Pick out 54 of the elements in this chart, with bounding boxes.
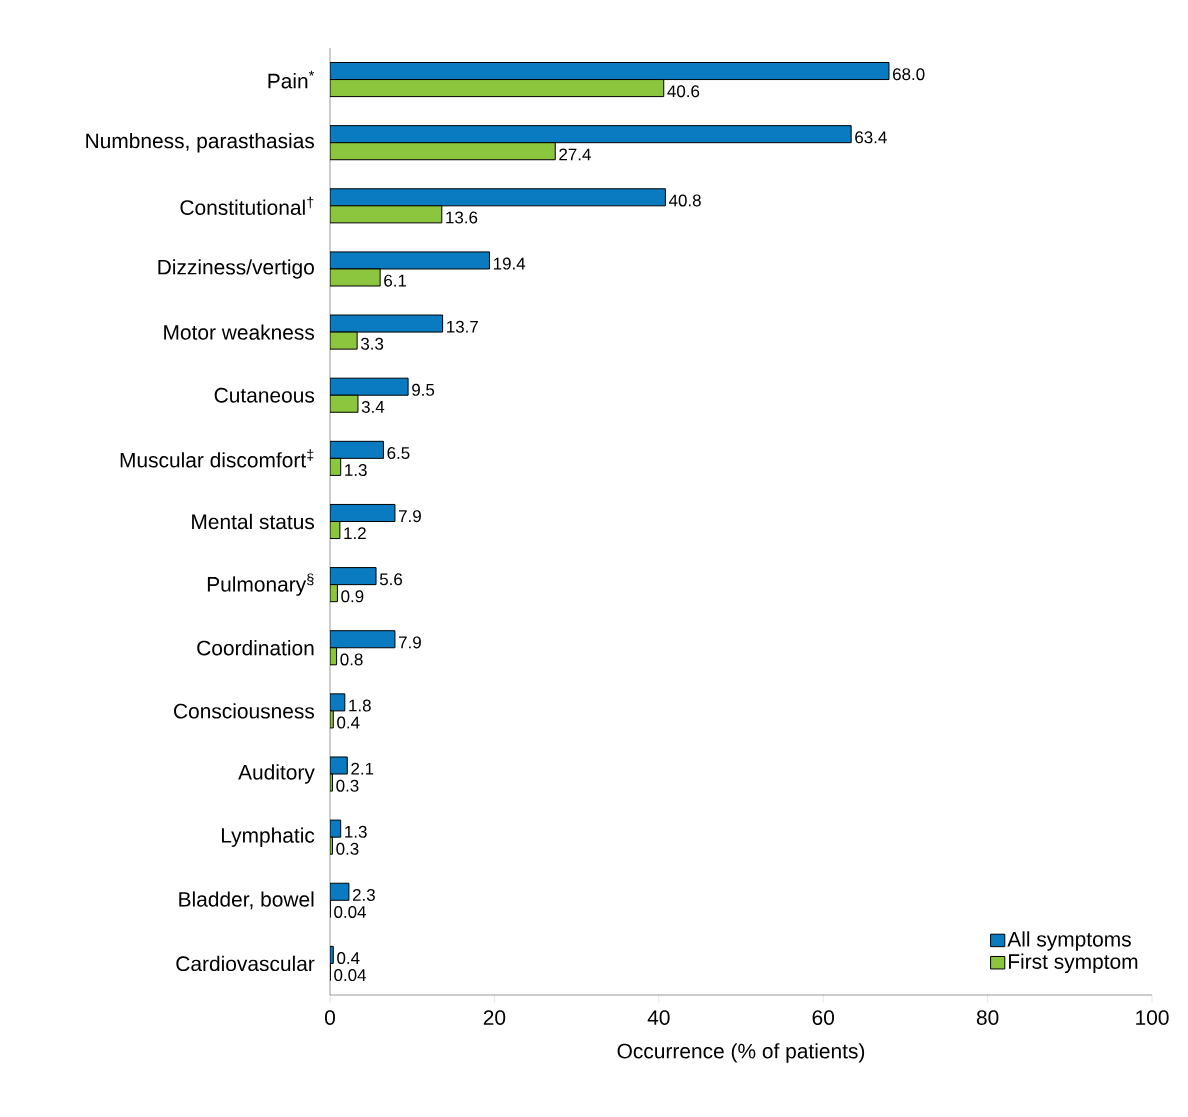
data-label: 63.4 bbox=[855, 131, 887, 144]
legend-label: All symptoms bbox=[1007, 931, 1131, 951]
data-label: 1.3 bbox=[345, 825, 367, 838]
data-label: 0.9 bbox=[341, 590, 364, 603]
data-label: 6.5 bbox=[387, 446, 410, 459]
data-label: 1.3 bbox=[345, 464, 367, 477]
x-tick-label: 80 bbox=[976, 1010, 999, 1025]
data-label: 19.4 bbox=[493, 257, 526, 270]
data-label: 0.3 bbox=[336, 779, 359, 792]
y-tick-label: Pulmonary$^{§}$ bbox=[207, 573, 314, 596]
y-tick-label: Bladder, bowel bbox=[179, 891, 314, 910]
y-tick-label: Cutaneous bbox=[214, 387, 315, 403]
data-label: 9.5 bbox=[412, 383, 435, 396]
data-label: 13.7 bbox=[447, 320, 478, 333]
data-label: 0.04 bbox=[334, 905, 366, 918]
data-label: 0.04 bbox=[334, 969, 366, 982]
y-tick-label: Coordination bbox=[197, 640, 314, 656]
y-tick-label: Constitutional$^{†}$ bbox=[180, 196, 314, 215]
data-label: 13.6 bbox=[446, 211, 478, 224]
data-label: 7.9 bbox=[399, 510, 421, 523]
data-label: 2.3 bbox=[352, 888, 375, 901]
data-label: 40.6 bbox=[667, 85, 700, 98]
legend-label: First symptom bbox=[1008, 953, 1138, 974]
x-tick-label: 40 bbox=[647, 1010, 670, 1025]
y-tick-label: Dizziness/vertigo bbox=[158, 259, 314, 279]
data-label: 0.4 bbox=[337, 952, 360, 965]
y-tick-label: Numbness, parasthasias bbox=[86, 132, 315, 153]
x-tick-label: 100 bbox=[1136, 1010, 1169, 1025]
data-label: 3.3 bbox=[360, 337, 384, 350]
data-label: 0.4 bbox=[337, 716, 360, 729]
x-axis-title: Occurrence (% of patients) bbox=[617, 1043, 865, 1063]
y-tick-label: Consciousness bbox=[174, 703, 315, 719]
y-tick-label: Auditory bbox=[238, 764, 315, 784]
y-tick-label: Lymphatic bbox=[221, 827, 315, 847]
y-tick-label: Pain$^{*}$ bbox=[268, 70, 315, 89]
data-label: 5.6 bbox=[379, 573, 403, 586]
data-label: 0.3 bbox=[336, 842, 359, 855]
data-label: 1.8 bbox=[349, 699, 371, 712]
x-tick-label: 60 bbox=[812, 1010, 835, 1025]
data-label: 27.4 bbox=[559, 148, 591, 161]
data-label: 68.0 bbox=[893, 68, 925, 81]
data-label: 7.9 bbox=[399, 636, 421, 649]
data-label: 40.8 bbox=[668, 194, 701, 207]
x-tick-label: 20 bbox=[483, 1010, 506, 1025]
y-tick-label: Mental status bbox=[192, 513, 315, 530]
data-label: 0.8 bbox=[340, 653, 363, 666]
y-tick-label: Cardiovascular bbox=[176, 955, 315, 972]
y-tick-label: Motor weakness bbox=[164, 324, 315, 340]
y-tick-label: Muscular discomfort$^{‡}$ bbox=[120, 449, 314, 468]
data-label: 2.1 bbox=[351, 762, 374, 775]
data-label: 1.2 bbox=[344, 527, 366, 540]
data-label: 6.1 bbox=[384, 274, 407, 287]
data-label: 3.4 bbox=[361, 400, 385, 413]
x-tick-label: 0 bbox=[325, 1010, 335, 1025]
